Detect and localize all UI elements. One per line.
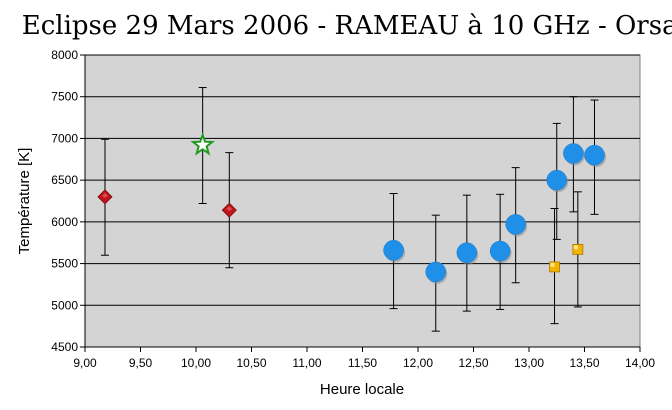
- chart-title: Eclipse 29 Mars 2006 - RAMEAU à 10 GHz -…: [22, 11, 672, 41]
- x-tick-label: 13,50: [569, 356, 599, 370]
- y-axis: 4500 5000 5500 6000 6500 7000 7500 8000: [51, 48, 86, 354]
- blue-circle-point: [425, 261, 447, 283]
- x-tick-label: 13,00: [514, 356, 544, 370]
- blue-circle-point: [489, 240, 511, 262]
- blue-circle-point: [563, 143, 584, 164]
- red-diamond-highlight: [226, 206, 233, 212]
- y-tick-label: 5000: [51, 298, 78, 312]
- x-tick-label: 14,00: [625, 356, 655, 370]
- blue-circle-point: [546, 169, 567, 191]
- x-axis-label: Heure locale: [320, 381, 404, 398]
- y-axis-label: Température [K]: [16, 148, 33, 255]
- x-tick-label: 9,50: [129, 356, 153, 370]
- y-tick-label: 5500: [51, 257, 78, 271]
- y-tick-label: 6500: [51, 173, 78, 187]
- blue-circle-point: [505, 214, 526, 235]
- x-axis: 9,00 9,50 10,00 10,50 11,00 11,50 12,00 12,50 13…: [73, 346, 655, 370]
- x-tick-label: 12,00: [403, 356, 433, 370]
- green-star-point: [190, 132, 215, 156]
- y-tick-label: 6000: [51, 215, 78, 229]
- x-tick-label: 11,50: [348, 356, 377, 370]
- y-tick-label: 7500: [51, 90, 78, 104]
- plot-area: [84, 54, 641, 348]
- grid-lines: [85, 54, 640, 306]
- yellow-square-highlight: [573, 245, 578, 250]
- red-diamond-highlight: [101, 192, 108, 198]
- y-tick-label: 7000: [51, 131, 78, 145]
- x-tick-label: 9,00: [73, 356, 97, 370]
- x-tick-label: 10,50: [236, 356, 266, 370]
- blue-circle-point: [383, 239, 404, 261]
- y-tick-label: 4500: [51, 340, 78, 354]
- data-points: [97, 132, 606, 284]
- y-tick-label: 8000: [51, 48, 78, 62]
- x-tick-label: 12,50: [458, 356, 488, 370]
- x-tick-label: 11,00: [292, 356, 321, 370]
- yellow-square-highlight: [550, 262, 555, 267]
- blue-circle-point: [456, 242, 478, 263]
- blue-circle-point: [584, 144, 605, 166]
- x-tick-label: 10,00: [181, 356, 211, 370]
